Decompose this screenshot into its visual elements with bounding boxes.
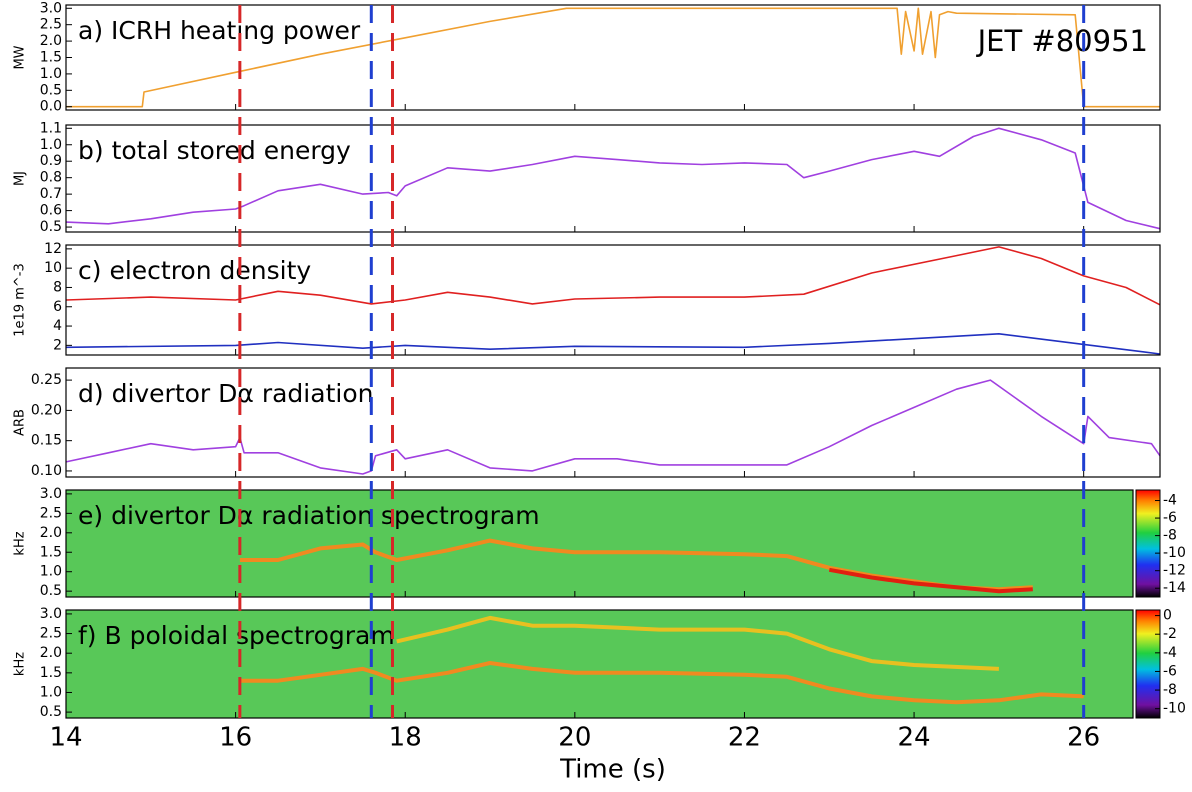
plot-frame <box>65 244 1161 356</box>
colorbar-tick-label: -8 <box>1163 682 1177 698</box>
colorbar <box>1135 609 1161 719</box>
x-tick-label: 14 <box>49 723 82 753</box>
y-tick-label: 1.5 <box>40 544 62 560</box>
y-tick-label: 6 <box>53 299 62 315</box>
x-tick-label: 16 <box>219 723 252 753</box>
colorbar-tick-label: 0 <box>1163 608 1172 624</box>
y-tick-label: 2.0 <box>40 33 62 49</box>
y-tick-label: 0.9 <box>40 153 62 169</box>
y-tick-label: 3.0 <box>40 606 62 622</box>
plot-frame <box>65 609 1134 719</box>
x-axis-label: Time (s) <box>559 755 666 785</box>
y-tick-label: 3.0 <box>40 0 62 16</box>
y-tick-label: 2.5 <box>40 626 62 642</box>
panel-title: f) B poloidal spectrogram <box>78 621 395 650</box>
line <box>65 333 1161 355</box>
x-tick-label: 26 <box>1067 723 1100 753</box>
y-tick-label: 2 <box>53 337 62 353</box>
y-tick-label: 1.0 <box>40 564 62 580</box>
y-tick-label: 0.8 <box>40 170 62 186</box>
y-tick-label: 1.0 <box>40 66 62 82</box>
y-tick-label: 2.0 <box>40 525 62 541</box>
mode-trace <box>396 615 999 671</box>
panel-title: b) total stored energy <box>78 136 351 165</box>
y-axis-label: MW <box>13 45 28 69</box>
y-axis-label: kHz <box>13 531 28 555</box>
y-axis-label: 1e19 m^-3 <box>13 263 28 336</box>
y-tick-label: 1.5 <box>40 665 62 681</box>
annotation: JET #80951 <box>976 24 1148 58</box>
y-tick-label: 1.0 <box>40 684 62 700</box>
y-tick-label: 0.5 <box>40 219 62 235</box>
y-tick-label: 0.5 <box>40 704 62 720</box>
y-tick-label: 10 <box>44 260 62 276</box>
y-tick-label: 2.0 <box>40 645 62 661</box>
y-tick-label: 0.5 <box>40 82 62 98</box>
y-tick-label: 1.0 <box>40 137 62 153</box>
y-tick-label: 0.10 <box>31 463 62 479</box>
panel-title: c) electron density <box>78 256 311 285</box>
line <box>65 127 1161 230</box>
colorbar <box>1135 489 1161 598</box>
colorbar-tick-label: -4 <box>1163 645 1177 661</box>
y-tick-label: 4 <box>53 318 62 334</box>
plot-frame <box>65 489 1134 598</box>
y-tick-label: 0.0 <box>40 99 62 115</box>
y-tick-label: 2.5 <box>40 505 62 521</box>
y-tick-label: 8 <box>53 279 62 295</box>
y-axis-label: kHz <box>13 652 28 676</box>
x-tick-label: 18 <box>389 723 422 753</box>
colorbar-tick-label: -6 <box>1163 663 1177 679</box>
panel-title: d) divertor Dα radiation <box>78 379 373 408</box>
colorbar-tick-label: -6 <box>1163 510 1177 526</box>
panel-title: a) ICRH heating power <box>78 16 361 45</box>
y-tick-label: 1.5 <box>40 50 62 66</box>
colorbar-tick-label: -10 <box>1163 701 1186 717</box>
x-tick-label: 24 <box>898 723 931 753</box>
mode-trace <box>828 567 1033 594</box>
y-tick-label: 0.6 <box>40 203 62 219</box>
y-axis-label: ARB <box>13 409 28 436</box>
line <box>65 246 1161 306</box>
y-axis-label: MJ <box>13 171 28 186</box>
y-tick-label: 0.15 <box>31 433 62 449</box>
plot-frame <box>65 367 1161 478</box>
y-tick-label: 0.7 <box>40 186 62 202</box>
colorbar-tick-label: -8 <box>1163 528 1177 544</box>
mode-trace <box>239 661 1084 705</box>
colorbar-tick-label: -12 <box>1163 563 1186 579</box>
y-tick-label: 0.20 <box>31 402 62 418</box>
x-tick-label: 20 <box>558 723 591 753</box>
spectrogram-background <box>66 490 1133 597</box>
y-tick-label: 0.5 <box>40 583 62 599</box>
y-tick-label: 3.0 <box>40 486 62 502</box>
line <box>66 7 1160 108</box>
plot-frame <box>65 124 1161 233</box>
y-tick-label: 0.25 <box>31 372 62 388</box>
y-tick-label: 1.1 <box>40 120 62 136</box>
panel-title: e) divertor Dα radiation spectrogram <box>78 501 540 530</box>
y-tick-label: 12 <box>44 241 62 257</box>
colorbar-tick-label: -14 <box>1163 580 1186 596</box>
colorbar-tick-label: -10 <box>1163 545 1186 561</box>
colorbar-tick-label: -4 <box>1163 493 1177 509</box>
y-tick-label: 2.5 <box>40 17 62 33</box>
colorbar-tick-label: -2 <box>1163 626 1177 642</box>
x-tick-label: 22 <box>728 723 761 753</box>
